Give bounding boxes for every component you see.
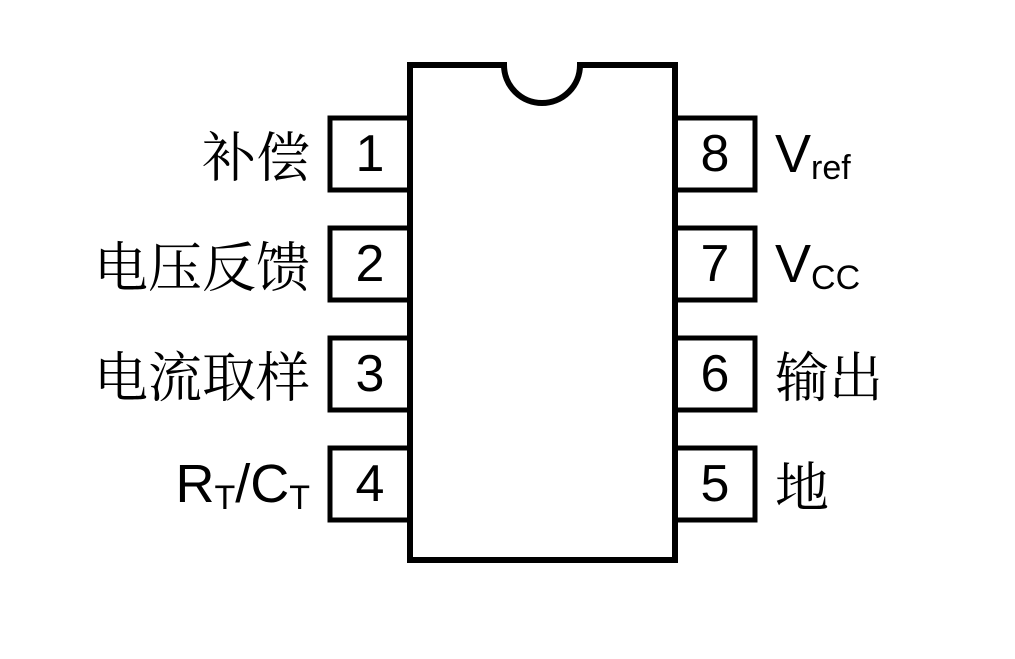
pin-number-4: 4 (356, 455, 385, 513)
pin-number-6: 6 (701, 345, 730, 403)
ic-pinout-diagram: 1补偿2电压反馈3电流取样4RT/CT8Vref7VCC6输出5地 (0, 0, 1015, 659)
pin-label-2: 电压反馈 (94, 226, 310, 303)
pin-label-3: 电流取样 (94, 336, 310, 413)
pin-number-7: 7 (701, 235, 730, 293)
pin-number-2: 2 (356, 235, 385, 293)
pin-number-3: 3 (356, 345, 385, 403)
pin-number-8: 8 (701, 125, 730, 183)
pin-label-1: 补偿 (202, 116, 310, 193)
pin-number-1: 1 (356, 125, 385, 183)
pin-label-5: 地 (775, 446, 829, 523)
pin-number-5: 5 (701, 455, 730, 513)
pin-label-6: 输出 (775, 336, 883, 413)
